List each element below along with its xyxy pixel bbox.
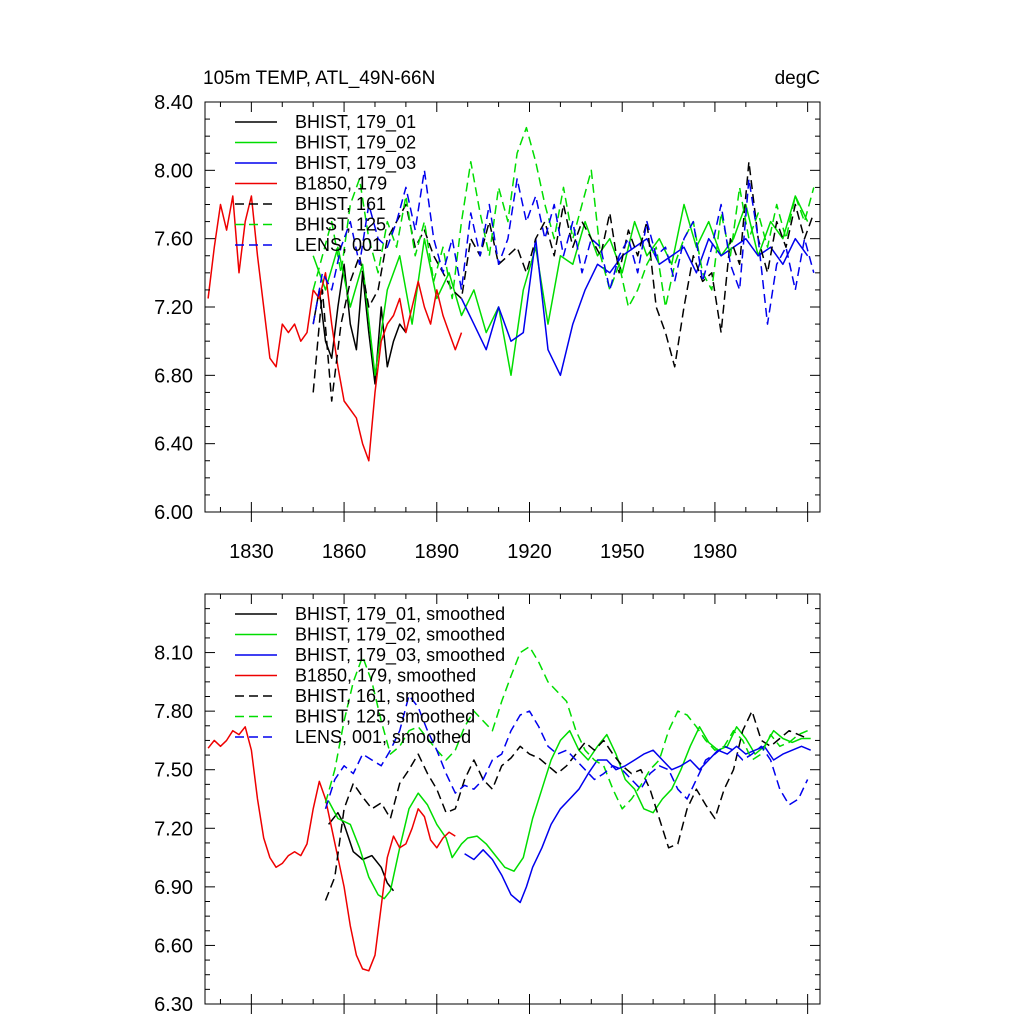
series-line <box>464 745 811 904</box>
legend-label: BHIST, 179_01, smoothed <box>295 604 505 625</box>
series-line <box>312 161 815 402</box>
chart-title: 105m TEMP, ATL_49N-66N <box>203 68 435 89</box>
legend-label: B1850, 179, smoothed <box>295 666 476 686</box>
series-line <box>207 726 456 972</box>
legend-label: BHIST, 179_02 <box>295 133 416 154</box>
x-tick-label: 1950 <box>600 541 645 563</box>
x-tick-label: 1980 <box>693 541 738 563</box>
x-tick-label: 1890 <box>415 541 460 563</box>
legend-label: LENS, 001 <box>295 235 382 255</box>
series-line <box>460 237 809 377</box>
legend-label: BHIST, 179_03 <box>295 153 416 174</box>
y-tick-label: 8.40 <box>154 92 193 114</box>
y-tick-label: 8.00 <box>154 160 193 182</box>
bottom-panel: 6.30 6.60 6.90 7.20 7.50 7.80 8.10 BHIST, 179_… <box>154 593 821 1016</box>
series-line <box>327 726 811 900</box>
legend-label: B1850, 179 <box>295 174 387 194</box>
y-tick-label: 6.80 <box>154 365 193 387</box>
legend-label: BHIST, 179_02, smoothed <box>295 625 505 646</box>
series-line <box>324 645 808 810</box>
y-tick-label: 7.60 <box>154 229 193 251</box>
y-tick-label: 6.00 <box>154 502 193 524</box>
legend-label: BHIST, 179_03, smoothed <box>295 645 505 666</box>
y-tick-label: 7.20 <box>154 818 193 840</box>
series-layer <box>207 126 815 462</box>
y-tick-label: 6.60 <box>154 935 193 957</box>
legend-label: BHIST, 125 <box>295 215 386 235</box>
x-tick-label: 1920 <box>507 541 552 563</box>
legend-label: LENS, 001, smoothed <box>295 727 471 747</box>
y-tick-label: 8.10 <box>154 643 193 665</box>
y-tick-label: 6.30 <box>154 994 193 1016</box>
axes-layer: 6.00 6.40 6.80 7.20 7.60 8.00 8.40 1830 1860 1890… <box>154 92 820 563</box>
series-line <box>312 169 815 325</box>
series-line <box>312 126 815 308</box>
y-tick-label: 7.50 <box>154 760 193 782</box>
series-line <box>312 195 809 377</box>
legend-label: BHIST, 125, smoothed <box>295 707 475 727</box>
series-line <box>207 195 463 462</box>
y-tick-label: 6.40 <box>154 434 193 456</box>
x-tick-label: 1860 <box>322 541 367 563</box>
x-tick-label: 1830 <box>229 541 274 563</box>
y-tick-label: 7.80 <box>154 701 193 723</box>
series-line <box>324 710 808 901</box>
series-line <box>324 694 809 810</box>
series-line <box>312 263 407 385</box>
legend-label: BHIST, 179_01 <box>295 112 416 133</box>
legend-label: BHIST, 161, smoothed <box>295 686 475 706</box>
top-panel: 105m TEMP, ATL_49N-66N degC 6.00 6.40 6.80… <box>154 68 821 563</box>
y-tick-label: 6.90 <box>154 877 193 899</box>
series-layer <box>207 645 811 972</box>
units-label: degC <box>775 68 820 89</box>
y-tick-label: 7.20 <box>154 297 193 319</box>
legend-label: BHIST, 161 <box>295 194 386 214</box>
axes-layer: 6.30 6.60 6.90 7.20 7.50 7.80 8.10 <box>154 594 820 1016</box>
